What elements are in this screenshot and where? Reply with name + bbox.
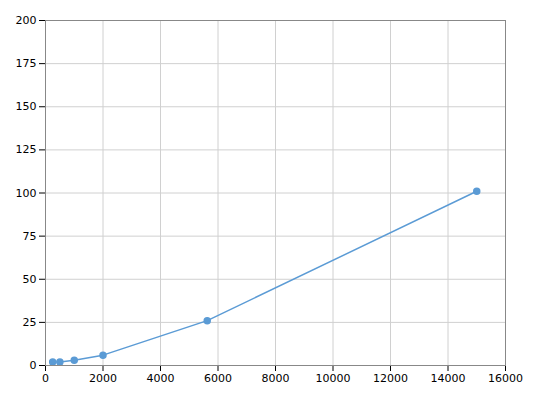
svg-text:16000: 16000 xyxy=(488,372,523,385)
svg-text:50: 50 xyxy=(23,273,37,286)
svg-text:75: 75 xyxy=(23,230,37,243)
svg-text:25: 25 xyxy=(23,316,37,329)
svg-text:200: 200 xyxy=(16,14,37,27)
svg-text:4000: 4000 xyxy=(147,372,175,385)
svg-text:175: 175 xyxy=(16,57,37,70)
svg-text:10000: 10000 xyxy=(316,372,351,385)
svg-text:6000: 6000 xyxy=(204,372,232,385)
svg-text:2000: 2000 xyxy=(89,372,117,385)
svg-text:150: 150 xyxy=(16,100,37,113)
svg-text:100: 100 xyxy=(16,187,37,200)
svg-text:125: 125 xyxy=(16,143,37,156)
svg-text:8000: 8000 xyxy=(262,372,290,385)
svg-text:12000: 12000 xyxy=(373,372,408,385)
svg-text:14000: 14000 xyxy=(431,372,466,385)
svg-text:0: 0 xyxy=(42,372,49,385)
svg-text:0: 0 xyxy=(30,359,37,372)
